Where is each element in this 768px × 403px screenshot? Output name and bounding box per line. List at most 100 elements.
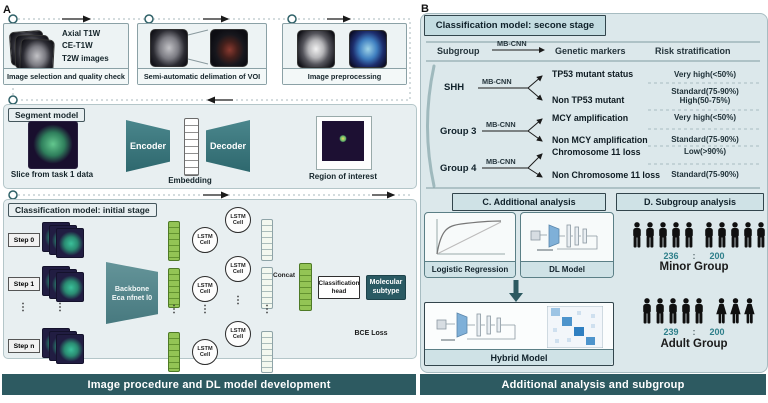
- marker-chr11: Chromosome 11 loss: [552, 147, 641, 157]
- brain-mri-icon: [150, 29, 188, 67]
- adult-group-counts: 239 : 200: [626, 327, 762, 337]
- steps-ellipsis: ⋮: [18, 302, 28, 313]
- encoder-block: Encoder: [126, 120, 170, 172]
- decoder-block: Decoder: [206, 120, 250, 172]
- subgroup-shh: SHH: [444, 82, 465, 93]
- section-d-title: D. Subgroup analysis: [616, 193, 764, 211]
- logistic-regression-box: Logistic Regression: [424, 212, 516, 278]
- hidden-ellipsis: ⋮: [262, 304, 272, 315]
- lstm-cell: LSTM Cell: [192, 276, 218, 302]
- person-female-icon: [716, 298, 727, 324]
- risk-g4-pos: Low(>90%): [683, 147, 726, 156]
- roi-plot: [322, 121, 364, 161]
- section-c-title: C. Additional analysis: [452, 193, 606, 211]
- marker-tp53: TP53 mutant status: [552, 69, 634, 79]
- voi-link-lines: [187, 29, 209, 65]
- bars-ellipsis: ⋮: [169, 304, 179, 315]
- stepn-cards: [42, 328, 84, 364]
- person-icon: [656, 298, 664, 324]
- col-markers: Genetic markers: [555, 46, 626, 56]
- panel-b-connectors: [426, 41, 760, 302]
- roi-plot-frame: [316, 116, 372, 170]
- marker-mcy: MCY amplification: [552, 113, 629, 123]
- person-icon: [682, 298, 690, 324]
- dl-model-caption: DL Model: [521, 261, 613, 277]
- subgroup-g4: Group 4: [440, 163, 477, 174]
- minor-count-right: 200: [709, 251, 725, 261]
- panel-b-title: Classification model: secone stage: [424, 15, 606, 36]
- cards-ellipsis: ⋮: [55, 302, 65, 313]
- bce-loss-label: BCE Loss: [354, 330, 388, 337]
- dl-model-box: DL Model: [520, 212, 614, 278]
- risk-g4-neg: Standard(75-90%): [671, 170, 739, 179]
- mbcnn-label: MB-CNN: [486, 157, 516, 166]
- risk-g3-neg: Standard(75-90%): [671, 135, 739, 144]
- person-icon: [646, 222, 654, 248]
- mbcnn-label: MB-CNN: [486, 120, 516, 129]
- hidden-bar: [261, 267, 273, 309]
- lstm-cell: LSTM Cell: [192, 227, 218, 253]
- classification-head-box: Classification head: [318, 276, 360, 299]
- risk-g3-pos: Very high(<50%): [673, 113, 737, 122]
- risk-shh-pos: Very high(<50%): [673, 70, 737, 79]
- person-icon: [695, 298, 703, 324]
- col-risk: Risk stratification: [655, 46, 731, 56]
- voi-delineation-caption: Semi-automatic delimation of VOI: [138, 68, 266, 84]
- logistic-regression-caption: Logistic Regression: [425, 261, 515, 277]
- person-icon: [633, 222, 641, 248]
- sequence-list: Axial T1W CE-T1W T2W images: [62, 29, 109, 63]
- person-icon: [672, 222, 680, 248]
- adult-group-icons: [641, 298, 756, 324]
- lstm-ellipsis: ⋮: [233, 295, 243, 306]
- feature-bar: [168, 221, 180, 261]
- panel-a-label: A: [3, 4, 11, 16]
- roc-curve-plot: [436, 219, 505, 255]
- person-female-icon: [730, 298, 741, 324]
- voi-delineation-box: Semi-automatic delimation of VOI: [137, 23, 267, 85]
- adult-count-right: 200: [709, 327, 725, 337]
- marker-non-chr11: Non Chromosome 11 loss: [552, 170, 661, 180]
- brain-colormap-icon: [349, 30, 387, 68]
- count-colon: :: [692, 327, 696, 337]
- stepn-label: Step n: [8, 339, 40, 353]
- person-icon: [685, 222, 693, 248]
- marker-non-tp53: Non TP53 mutant: [552, 95, 625, 105]
- concat-label: Concat: [273, 272, 296, 279]
- person-icon: [705, 222, 713, 248]
- col-mbcnn: MB-CNN: [497, 39, 527, 48]
- adult-group-label: Adult Group: [660, 338, 728, 350]
- hidden-bar: [261, 331, 273, 373]
- person-icon: [643, 298, 651, 324]
- mbcnn-label: MB-CNN: [482, 77, 512, 86]
- person-icon: [731, 222, 739, 248]
- confusion-matrix: [547, 306, 603, 348]
- embedding-caption: Embedding: [168, 176, 212, 185]
- preprocessing-box: Image preprocessing: [282, 23, 407, 85]
- minor-group-label: Minor Group: [659, 261, 729, 273]
- feature-bar: [168, 332, 180, 372]
- classification-initial-title: Classification model: initial stage: [8, 203, 157, 217]
- slice-caption: Slice from task 1 data: [10, 170, 94, 179]
- backbone-block: Backbone Eca nfnet l0: [106, 262, 158, 324]
- hybrid-model-box: Hybrid Model: [424, 302, 614, 366]
- slice-image: [28, 121, 78, 169]
- hidden-bar: [261, 219, 273, 261]
- minor-group-counts: 236 : 200: [626, 251, 762, 261]
- roi-caption: Region of interest: [308, 172, 377, 181]
- panel-a-footer: Image procedure and DL model development: [2, 374, 416, 395]
- step1-label: Step 1: [8, 277, 40, 291]
- embedding-bar: [184, 118, 199, 176]
- step0-label: Step 0: [8, 233, 40, 247]
- person-icon: [659, 222, 667, 248]
- subgroup-g3: Group 3: [440, 126, 477, 137]
- lstm-ellipsis: ⋮: [200, 304, 210, 315]
- feature-bar: [168, 268, 180, 308]
- person-icon: [718, 222, 726, 248]
- minor-group-icons: [631, 222, 767, 248]
- preprocessing-caption: Image preprocessing: [283, 68, 406, 84]
- brain-voi-icon: [210, 29, 248, 67]
- concat-bar: [299, 263, 312, 311]
- count-colon: :: [692, 251, 696, 261]
- risk-shh-neg: Standard(75-90%) High(50-75%): [671, 87, 739, 105]
- marker-non-mcy: Non MCY amplification: [552, 135, 648, 145]
